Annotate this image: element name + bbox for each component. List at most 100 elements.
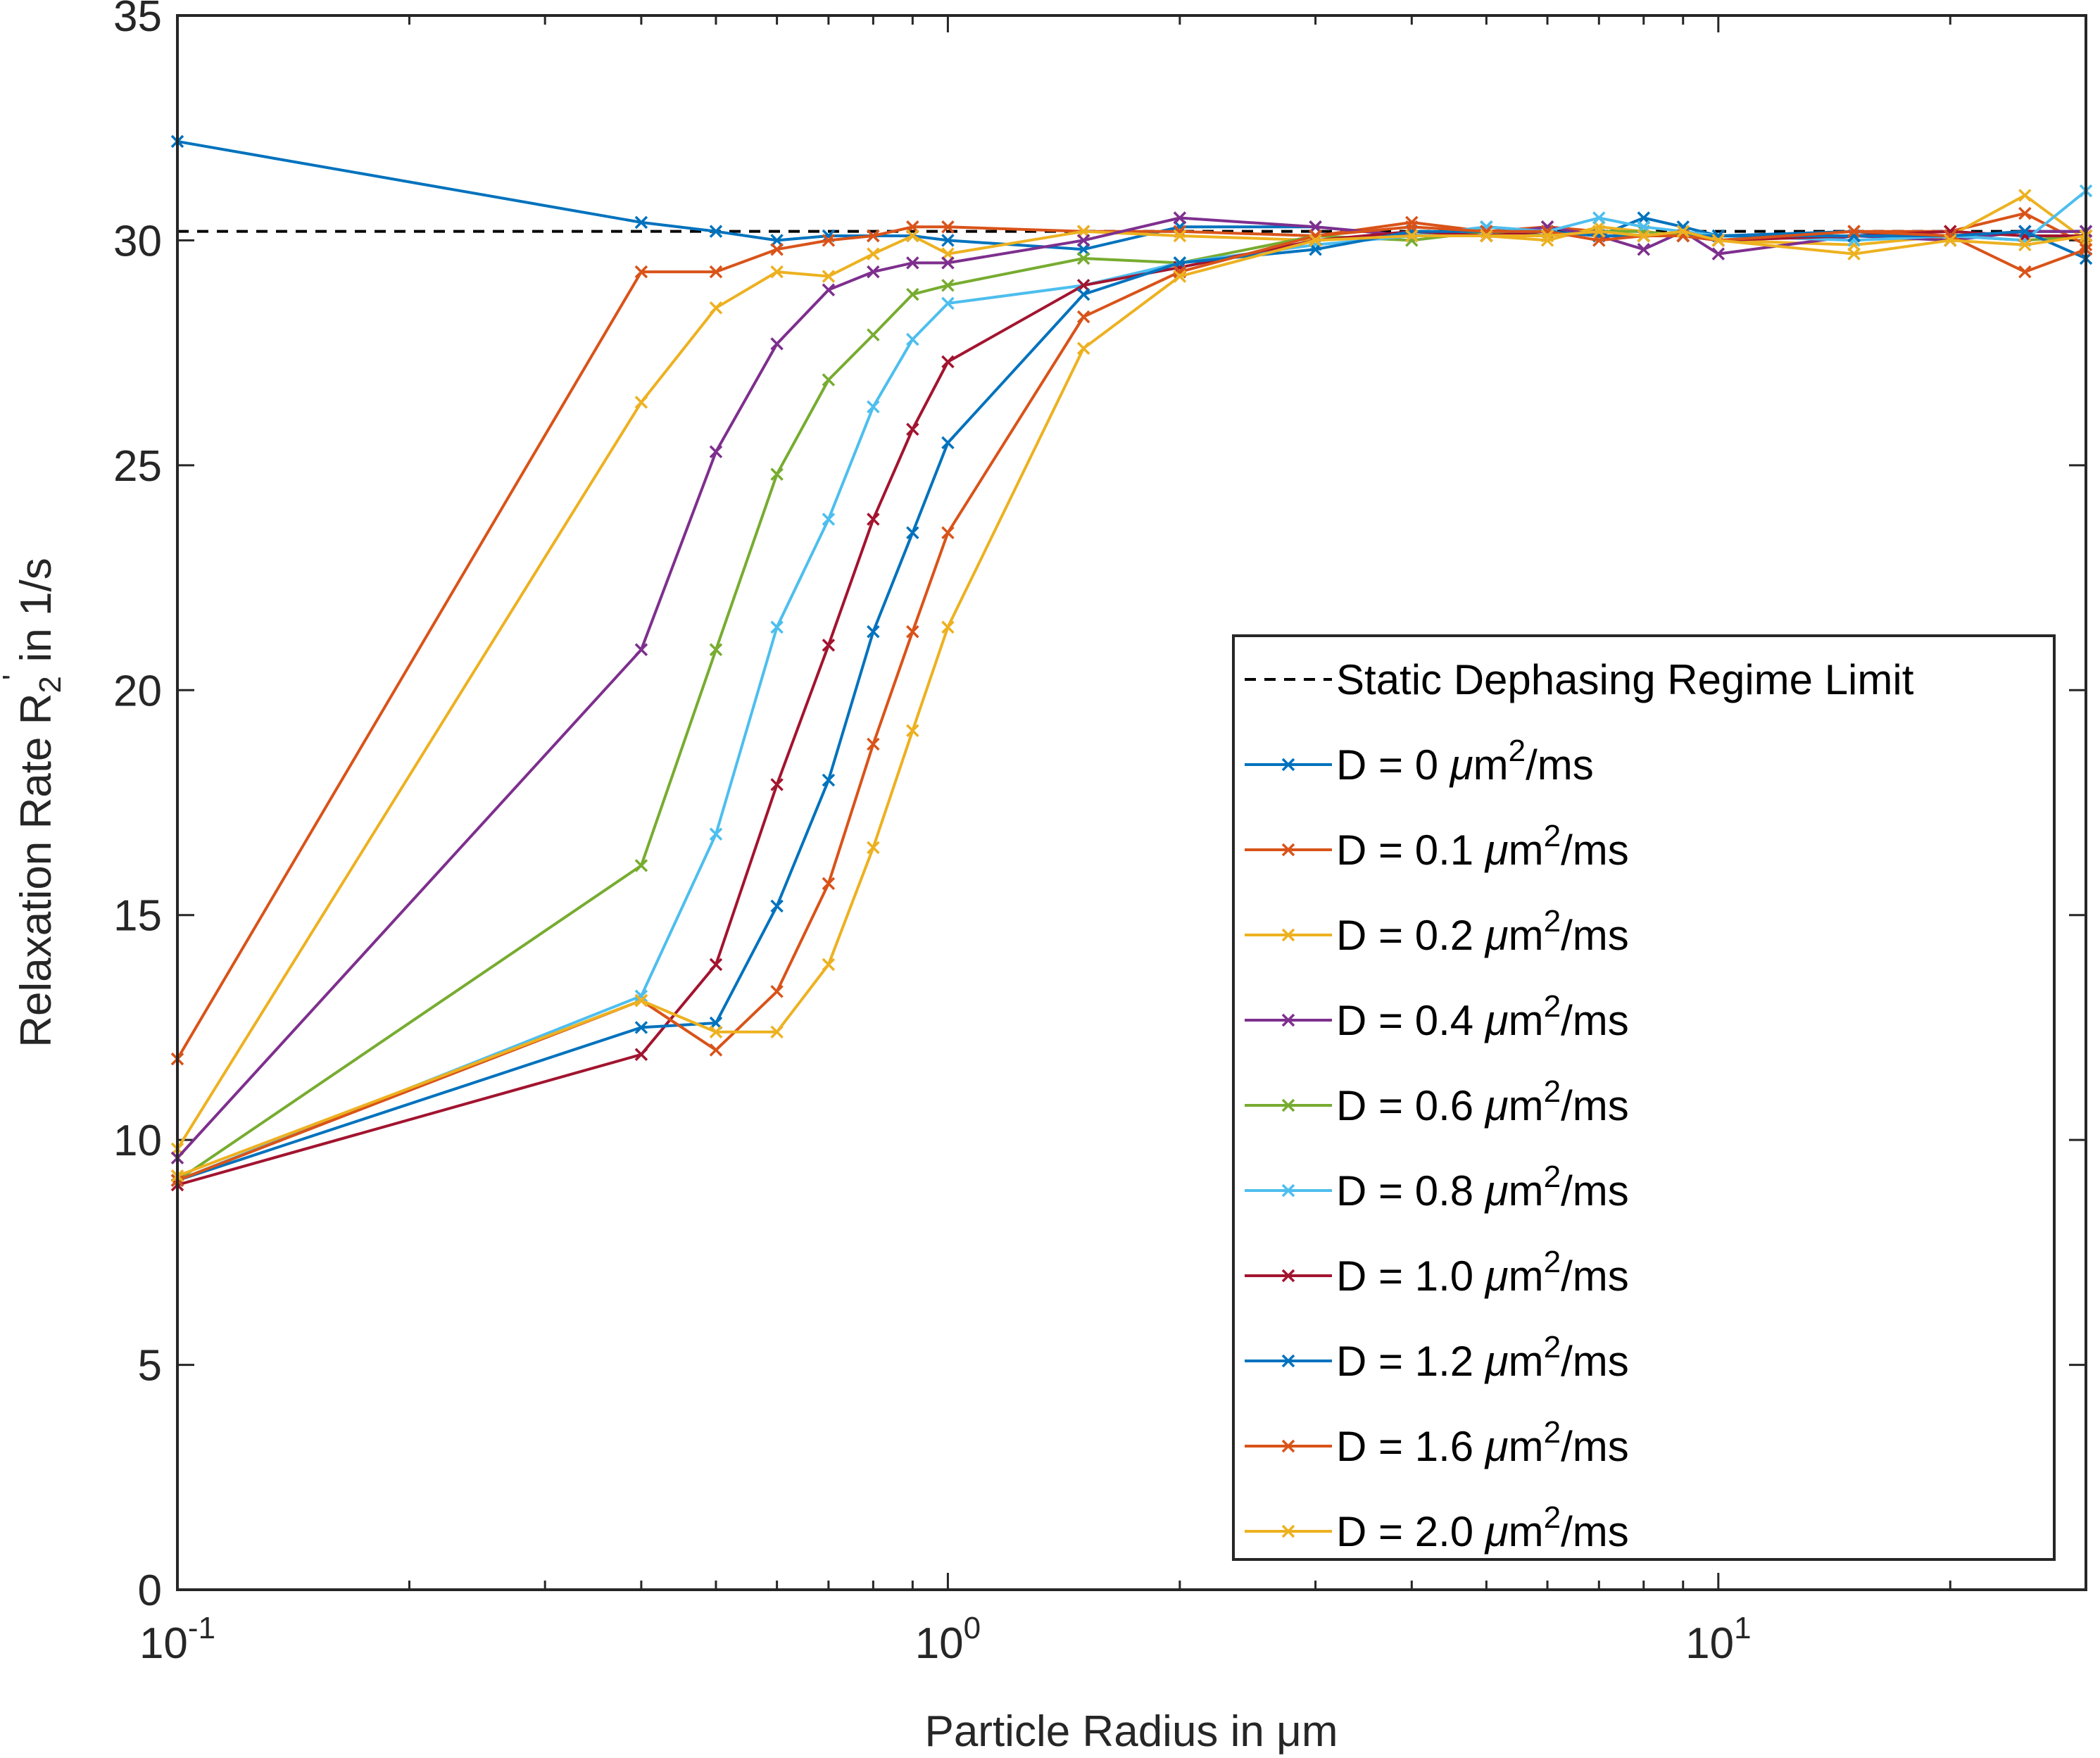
data-point [1847,225,1861,238]
marker-stroke [941,355,955,369]
data-point [1592,211,1606,225]
marker-stroke [906,287,919,301]
data-point [867,624,880,639]
marker-stroke [634,215,648,230]
marker-stroke [906,332,919,346]
data-point [867,247,880,260]
data-point [1637,229,1651,243]
data-point [770,620,784,634]
legend-marker [1281,1269,1295,1283]
data-point [770,1025,784,1039]
marker-stroke [1173,265,1187,279]
legend-marker [1281,1098,1295,1112]
marker-stroke [634,265,648,279]
marker-stroke [906,229,919,243]
marker-stroke [941,234,955,247]
marker-stroke [1281,928,1295,942]
data-point [2018,265,2032,279]
data-point [1309,234,1322,247]
data-point [634,859,648,872]
marker-stroke [770,899,784,913]
marker-stroke [1281,1013,1295,1027]
data-point [822,639,836,652]
data-point [906,229,919,243]
marker-stroke [867,400,880,414]
marker-stroke [2018,265,2032,279]
legend-label: D = 0 μm2/ms [1336,734,1594,789]
data-point [770,778,784,791]
marker-stroke [867,513,880,526]
marker-stroke [709,1025,723,1039]
legend-label: D = 0.8 μm2/ms [1336,1160,1629,1214]
legend-item-2: D = 0.2 μm2/ms [1245,904,1629,959]
marker-stroke [1076,287,1090,301]
data-point [822,773,836,787]
marker-stroke [1173,211,1187,225]
data-point [1076,341,1090,355]
data-point [941,620,955,634]
marker-stroke [822,877,836,891]
marker-stroke [1405,229,1419,243]
legend-label: D = 0.6 μm2/ms [1336,1074,1629,1129]
marker-stroke [1944,234,1957,247]
legend-item-reference: Static Dephasing Regime Limit [1245,656,1914,703]
data-point [1173,270,1187,283]
legend-item-1: D = 0.1 μm2/ms [1245,819,1629,874]
marker-stroke [2018,225,2032,238]
data-point [822,373,836,387]
marker-stroke [867,624,880,639]
data-point [906,287,919,301]
data-point [906,624,919,639]
legend-marker [1281,1354,1295,1368]
marker-stroke [941,620,955,634]
data-point [1076,251,1090,265]
legend-label: D = 0.2 μm2/ms [1336,904,1629,959]
data-point [709,445,723,458]
data-point [906,422,919,436]
legend-marker [1281,1013,1295,1027]
data-point [1173,211,1187,225]
marker-stroke [1592,225,1606,238]
data-point [634,989,648,1003]
legend-label: D = 0.4 μm2/ms [1336,989,1629,1044]
data-point [2018,206,2032,220]
marker-stroke [822,513,836,526]
series-line [177,230,2087,1178]
marker-stroke [634,989,648,1003]
series-layer [170,134,2093,1192]
data-point [2018,189,2032,202]
data-point [941,355,955,369]
data-point [634,643,648,657]
marker-stroke [1847,247,1861,260]
marker-stroke [867,328,880,341]
marker-stroke [634,396,648,409]
data-point [770,899,784,913]
legend-item-7: D = 1.2 μm2/ms [1245,1330,1629,1385]
data-point [709,1043,723,1057]
marker-stroke [2018,206,2032,220]
legend-item-4: D = 0.6 μm2/ms [1245,1074,1629,1129]
marker-stroke [822,958,836,972]
data-point [709,958,723,972]
marker-stroke [941,296,955,310]
marker-stroke [709,445,723,458]
marker-stroke [867,247,880,260]
marker-stroke [822,270,836,283]
legend-label: Static Dephasing Regime Limit [1336,656,1914,703]
legend-label: D = 1.6 μm2/ms [1336,1415,1629,1470]
marker-stroke [906,624,919,639]
x-tick-label: 101 [1685,1611,1751,1668]
legend-label: D = 0.1 μm2/ms [1336,819,1629,874]
marker-stroke [941,436,955,450]
marker-stroke [1637,229,1651,243]
data-point [822,877,836,891]
legend-item-6: D = 1.0 μm2/ms [1245,1245,1629,1300]
marker-stroke [770,778,784,791]
legend-label: D = 1.0 μm2/ms [1336,1245,1629,1300]
legend-item-3: D = 0.4 μm2/ms [1245,989,1629,1044]
data-point [941,234,955,247]
y-axis-label: Relaxation Rate R2' in 1/s [0,558,68,1047]
marker-stroke [1309,234,1322,247]
marker-stroke [1480,229,1493,243]
